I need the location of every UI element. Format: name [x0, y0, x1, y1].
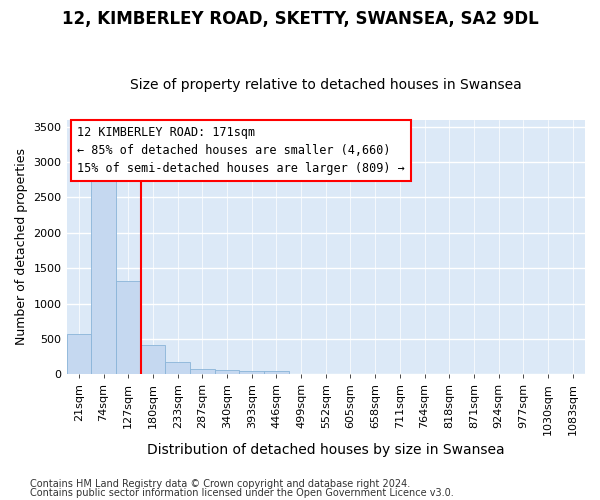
- Bar: [239, 371, 264, 374]
- Bar: [215, 370, 239, 374]
- Text: Contains public sector information licensed under the Open Government Licence v3: Contains public sector information licen…: [30, 488, 454, 498]
- Y-axis label: Number of detached properties: Number of detached properties: [15, 148, 28, 346]
- Bar: [165, 362, 190, 374]
- Bar: [67, 334, 91, 374]
- Bar: [140, 344, 165, 374]
- Bar: [264, 372, 289, 374]
- Bar: [190, 369, 215, 374]
- Text: 12 KIMBERLEY ROAD: 171sqm
← 85% of detached houses are smaller (4,660)
15% of se: 12 KIMBERLEY ROAD: 171sqm ← 85% of detac…: [77, 126, 404, 175]
- Text: 12, KIMBERLEY ROAD, SKETTY, SWANSEA, SA2 9DL: 12, KIMBERLEY ROAD, SKETTY, SWANSEA, SA2…: [62, 10, 538, 28]
- X-axis label: Distribution of detached houses by size in Swansea: Distribution of detached houses by size …: [147, 444, 505, 458]
- Bar: [91, 168, 116, 374]
- Text: Contains HM Land Registry data © Crown copyright and database right 2024.: Contains HM Land Registry data © Crown c…: [30, 479, 410, 489]
- Title: Size of property relative to detached houses in Swansea: Size of property relative to detached ho…: [130, 78, 521, 92]
- Bar: [116, 281, 140, 374]
